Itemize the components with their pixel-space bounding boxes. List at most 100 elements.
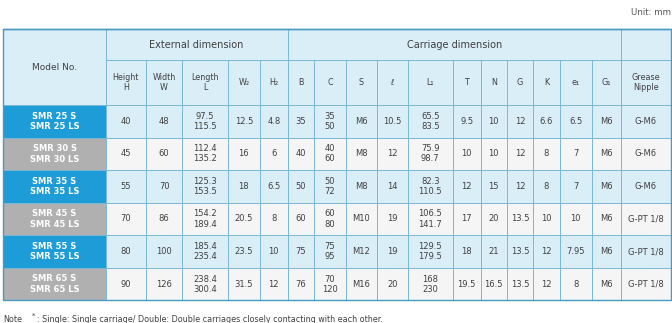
Bar (3, 138, 106, 170)
Bar (260, 60, 288, 105)
Bar (346, 105, 377, 138)
Bar (560, 170, 592, 203)
Bar (3, 29, 106, 105)
Bar (377, 203, 407, 235)
Bar (480, 138, 507, 170)
Text: 7.95: 7.95 (566, 247, 585, 256)
Bar (507, 105, 534, 138)
Text: 70: 70 (120, 214, 131, 224)
Bar (621, 235, 671, 268)
Bar (621, 268, 671, 300)
Bar (534, 105, 560, 138)
Text: SMR 45 S
SMR 45 LS: SMR 45 S SMR 45 LS (30, 209, 79, 229)
Bar (621, 60, 671, 105)
Text: 100: 100 (157, 247, 172, 256)
Bar (560, 235, 592, 268)
Bar (106, 170, 146, 203)
Bar (592, 138, 621, 170)
Bar (146, 203, 182, 235)
Bar (407, 105, 453, 138)
Text: 75.9
98.7: 75.9 98.7 (421, 144, 439, 163)
Bar (534, 235, 560, 268)
Bar (407, 170, 453, 203)
Text: 8: 8 (271, 214, 276, 224)
Text: 8: 8 (544, 182, 549, 191)
Bar (453, 203, 480, 235)
Bar (182, 105, 228, 138)
Bar (507, 268, 534, 300)
Bar (3, 203, 106, 235)
Text: 238.4
300.4: 238.4 300.4 (193, 275, 217, 294)
Text: SMR 55 S
SMR 55 LS: SMR 55 S SMR 55 LS (30, 242, 79, 261)
Text: G-M6: G-M6 (635, 117, 657, 126)
Text: 10: 10 (489, 149, 499, 158)
Text: 12: 12 (269, 280, 279, 289)
Text: M6: M6 (600, 280, 613, 289)
Bar (228, 138, 260, 170)
Bar (507, 170, 534, 203)
Text: 50
72: 50 72 (325, 177, 335, 196)
Bar (3, 235, 106, 268)
Bar (106, 170, 146, 203)
Bar (592, 60, 621, 105)
Bar (146, 268, 182, 300)
Bar (534, 138, 560, 170)
Bar (592, 268, 621, 300)
Bar (480, 235, 507, 268)
Text: K: K (544, 78, 549, 87)
Text: 9.5: 9.5 (460, 117, 473, 126)
Text: 20: 20 (489, 214, 499, 224)
Bar (182, 235, 228, 268)
Text: 19: 19 (387, 247, 397, 256)
Text: 168
230: 168 230 (422, 275, 438, 294)
Bar (288, 235, 314, 268)
Bar (621, 203, 671, 235)
Text: 45: 45 (120, 149, 131, 158)
Text: Grease
Nipple: Grease Nipple (632, 73, 660, 92)
Bar (534, 170, 560, 203)
Text: 126: 126 (156, 280, 172, 289)
Bar (228, 268, 260, 300)
Bar (346, 138, 377, 170)
Text: 40: 40 (120, 117, 131, 126)
Text: 8: 8 (544, 149, 549, 158)
Text: 12: 12 (462, 182, 472, 191)
Bar (228, 235, 260, 268)
Bar (314, 60, 346, 105)
Text: Model No.: Model No. (32, 63, 77, 72)
Bar (507, 138, 534, 170)
Bar (228, 105, 260, 138)
Text: M6: M6 (600, 214, 613, 224)
Text: 6.6: 6.6 (540, 117, 553, 126)
Text: 106.5
141.7: 106.5 141.7 (419, 210, 442, 228)
Bar (314, 105, 346, 138)
Bar (3, 29, 106, 105)
Text: 48: 48 (159, 117, 169, 126)
Bar (260, 170, 288, 203)
Bar (228, 138, 260, 170)
Text: *: * (32, 312, 35, 318)
Text: 13.5: 13.5 (511, 280, 530, 289)
Bar (146, 268, 182, 300)
Bar (407, 170, 453, 203)
Bar (346, 60, 377, 105)
Bar (146, 170, 182, 203)
Bar (260, 105, 288, 138)
Bar (106, 138, 146, 170)
Text: 70
120: 70 120 (322, 275, 338, 294)
Text: 185.4
235.4: 185.4 235.4 (194, 242, 217, 261)
Bar (621, 268, 671, 300)
Text: M6: M6 (600, 182, 613, 191)
Text: G-PT 1/8: G-PT 1/8 (628, 247, 664, 256)
Bar (346, 170, 377, 203)
Bar (260, 203, 288, 235)
Text: G₁: G₁ (601, 78, 611, 87)
Bar (621, 138, 671, 170)
Text: 18: 18 (462, 247, 472, 256)
Bar (228, 268, 260, 300)
Bar (106, 235, 146, 268)
Bar (182, 268, 228, 300)
Bar (453, 203, 480, 235)
Text: 12: 12 (387, 149, 397, 158)
Text: 13.5: 13.5 (511, 247, 530, 256)
